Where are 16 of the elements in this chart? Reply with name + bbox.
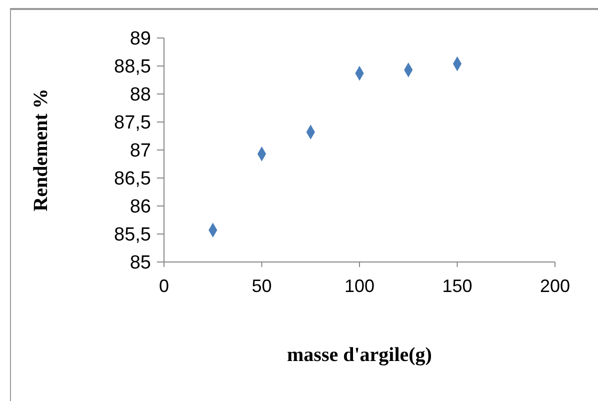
y-tick-label: 88,5 [114, 56, 151, 78]
x-tick-label: 150 [442, 276, 472, 296]
y-tick-label: 86 [130, 196, 151, 218]
x-tick-label: 100 [344, 276, 375, 296]
y-tick-label: 87,5 [114, 112, 151, 134]
x-axis-title: masse d'argile(g) [287, 344, 432, 366]
y-tick-label: 86,5 [114, 168, 151, 190]
y-tick-label: 87 [130, 140, 151, 162]
x-tick-label: 50 [252, 276, 272, 296]
y-tick-label: 85,5 [114, 224, 151, 246]
y-tick-label: 89 [130, 28, 151, 50]
y-axis-title: Rendement % [30, 88, 52, 212]
y-tick-label: 85 [130, 252, 151, 274]
x-tick-label: 200 [540, 276, 570, 296]
y-tick-label: 88 [130, 84, 151, 106]
x-tick-label: 0 [158, 276, 170, 296]
